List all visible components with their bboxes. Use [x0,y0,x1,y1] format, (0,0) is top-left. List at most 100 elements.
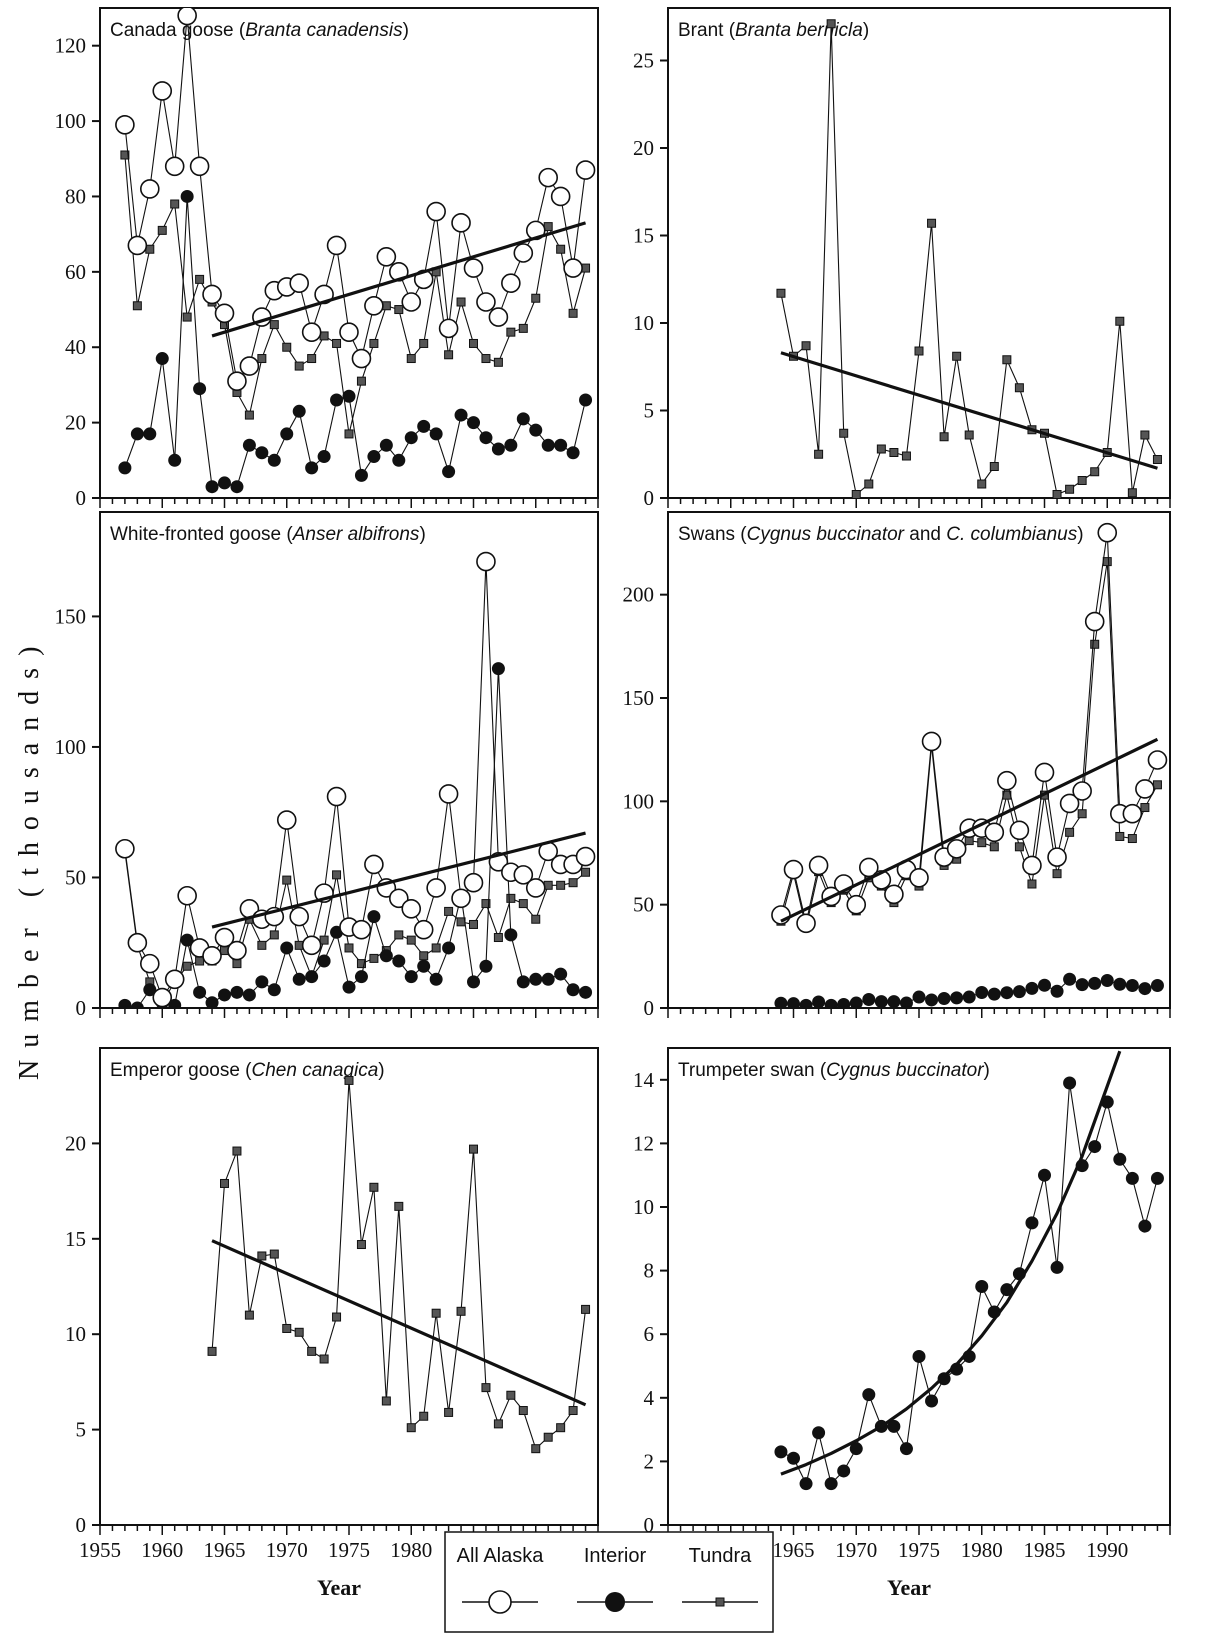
legend-entry-label: All Alaska [457,1545,545,1567]
legend-filled-circle-icon [605,1592,625,1612]
filled-circle-marker [242,988,256,1002]
y-tick-label: 0 [76,1513,87,1537]
x-tick-label: 1985 [1024,1538,1066,1562]
y-tick-label: 15 [633,224,654,248]
open-circle-marker [1072,781,1092,801]
filled-circle-marker [491,662,505,676]
square-marker [568,308,578,318]
filled-circle-marker [491,442,505,456]
open-circle-marker [140,953,160,974]
filled-circle-marker [180,933,194,947]
filled-circle-marker [987,987,1001,1001]
square-marker [406,1423,416,1433]
square-marker [232,959,242,969]
chart-panel: White-fronted goose (Anser albifrons) 0 50… [55,511,599,1020]
filled-circle-marker [379,438,393,452]
y-tick-label: 15 [65,1227,86,1251]
data-layer [771,522,1168,1008]
square-marker [444,906,454,916]
series-interior [118,189,593,494]
open-circle-marker [513,243,534,263]
filled-circle-marker [417,959,431,973]
open-circle-marker [339,322,359,342]
filled-circle-marker [205,996,219,1008]
filled-circle-marker [812,1426,826,1440]
square-marker [1077,476,1087,485]
square-marker [506,327,516,337]
open-circle-marker [563,258,583,278]
square-marker [839,428,849,438]
filled-circle-marker [975,1280,989,1293]
filled-circle-marker [862,993,876,1007]
filled-circle-marker [1075,978,1089,992]
y-tick-label: 12 [633,1131,654,1155]
panel-frame [667,7,1171,499]
open-circle-marker [388,888,409,909]
y-tick-label: 200 [623,583,655,607]
y-tick-label: 0 [644,996,655,1020]
panel-frame [667,511,1171,1009]
filled-circle-marker [962,990,976,1004]
filled-circle-marker [317,954,331,968]
filled-circle-marker [1125,978,1139,992]
x-tick-label: 1970 [835,1538,877,1562]
filled-circle-marker [849,1442,863,1456]
square-marker [269,1249,279,1259]
y-tick-label: 8 [644,1259,655,1283]
y-tick-label: 100 [55,109,87,133]
square-marker [294,1327,304,1337]
square-marker [1127,488,1137,498]
panel-title: Trumpeter swan (Cygnus buccinator) [678,1060,990,1081]
y-tick-label: 120 [55,34,87,58]
open-circle-marker [1097,522,1118,543]
panel-title: White-fronted goose (Anser albifrons) [110,524,426,545]
open-circle-marker [326,235,347,256]
filled-circle-marker [579,985,593,999]
chart-panel: Brant (Branta bernicla) 0 5 10 15 20 25 [633,7,1171,510]
square-marker [431,1308,441,1318]
square-marker [444,350,454,360]
trend-line [211,221,587,338]
square-marker [556,244,566,254]
y-tick-label: 5 [76,1418,87,1442]
open-circle-marker [575,160,596,180]
open-circle-marker [239,356,260,376]
square-marker [419,1411,429,1421]
filled-circle-marker [1138,982,1152,996]
y-tick-label: 0 [644,486,655,510]
series-interior [118,662,593,1008]
square-marker [1115,831,1125,841]
square-marker [1065,484,1075,494]
panel-title: Emperor goose (Chen canagica) [110,1060,385,1081]
open-circle-marker [289,273,310,293]
filled-circle-marker [330,393,344,407]
filled-circle-marker [887,995,901,1008]
square-marker [1052,490,1062,498]
filled-circle-marker [392,453,406,467]
open-circle-marker [1122,803,1143,824]
open-circle-marker [164,969,185,990]
filled-circle-marker [1000,986,1014,1000]
square-marker [120,150,130,160]
legend-box [444,1531,774,1633]
square-marker [506,893,516,903]
filled-circle-marker [1150,978,1164,992]
open-circle-marker [438,784,459,804]
square-marker [851,490,861,498]
square-marker [406,935,416,945]
filled-circle-marker [342,980,356,994]
filled-circle-marker [479,431,493,445]
square-marker [826,19,836,29]
filled-circle-marker [799,1477,813,1491]
square-marker [307,354,317,364]
filled-circle-marker [193,382,207,396]
chart-panel: Emperor goose (Chen canagica) 0 5 10 15 20 195… [65,1047,599,1600]
square-marker [257,940,267,950]
square-marker [977,838,987,848]
square-marker [419,951,429,961]
square-marker [481,899,491,909]
open-circle-marker [909,867,929,888]
square-marker [282,1323,292,1333]
open-circle-marker [575,846,596,867]
filled-circle-marker [554,438,568,452]
